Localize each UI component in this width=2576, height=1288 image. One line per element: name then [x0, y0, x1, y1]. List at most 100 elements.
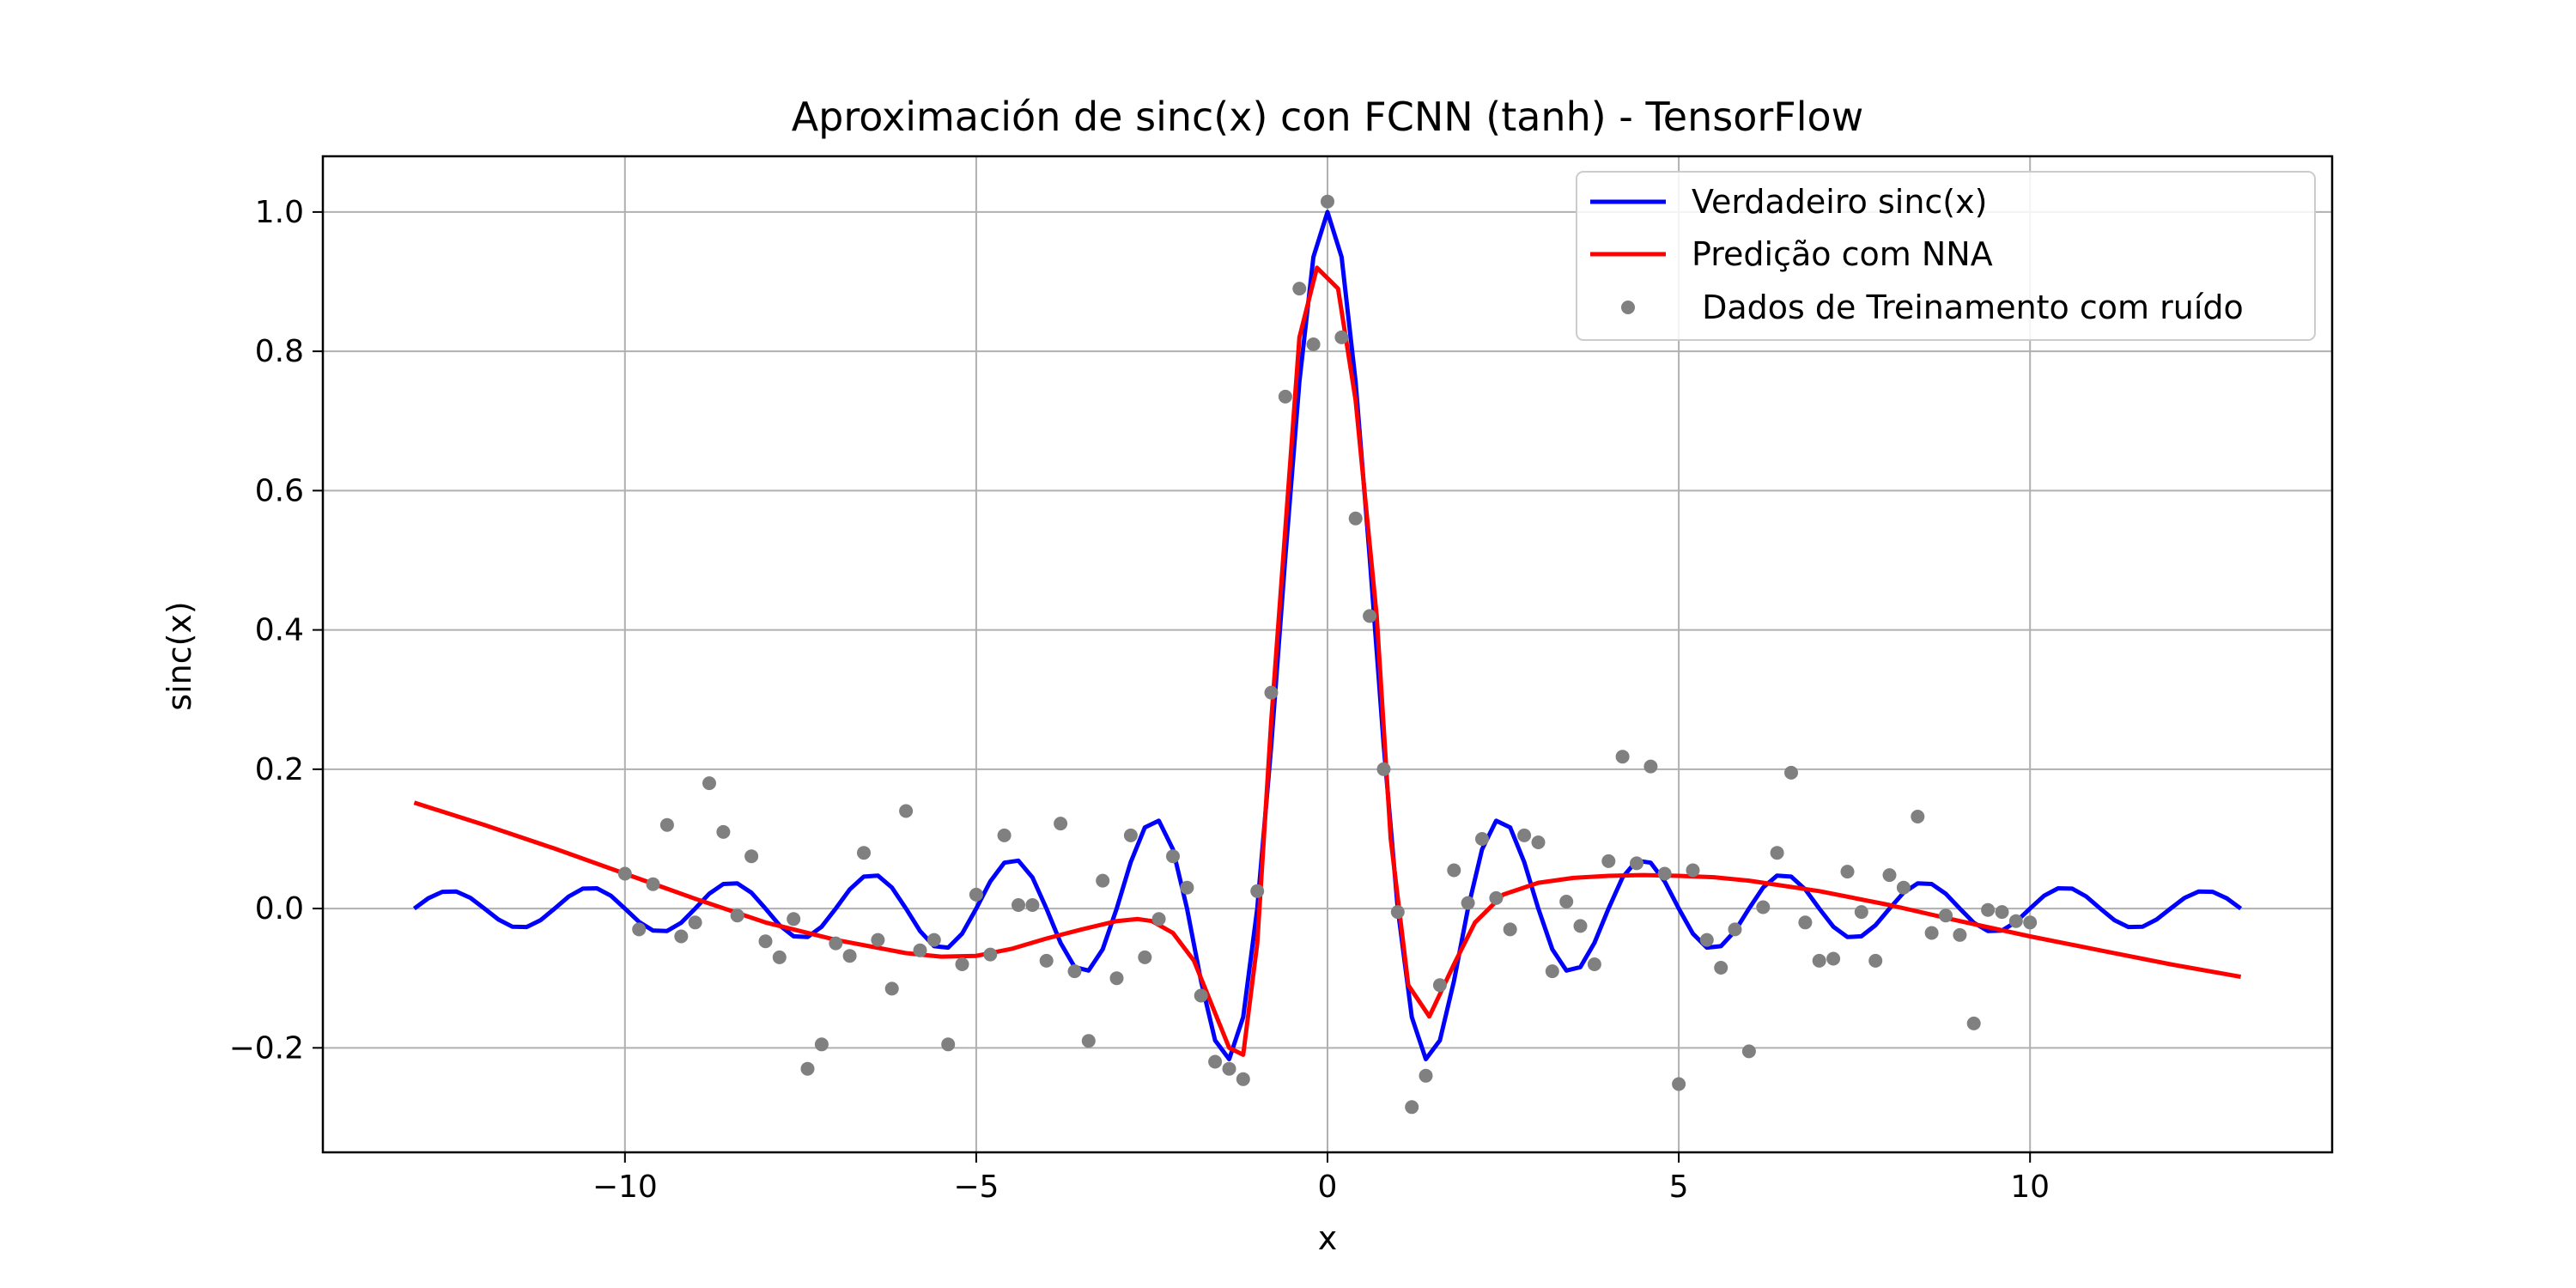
scatter-point: [899, 804, 914, 818]
scatter-point: [1039, 953, 1054, 968]
scatter-point: [1770, 846, 1784, 860]
scatter-point: [1840, 865, 1855, 879]
scatter-point: [1432, 978, 1447, 993]
scatter-point: [1911, 810, 1925, 823]
scatter-point: [632, 922, 647, 937]
scatter-point: [1096, 873, 1110, 888]
x-axis-label: x: [1318, 1219, 1338, 1257]
scatter-point: [1363, 609, 1377, 623]
scatter-point: [659, 817, 674, 832]
scatter-point: [1756, 900, 1771, 914]
scatter-point: [800, 1061, 815, 1076]
scatter-point: [997, 828, 1012, 842]
scatter-point: [1939, 908, 1953, 923]
y-tick-label: 0.0: [255, 891, 304, 927]
scatter-point: [1503, 922, 1517, 937]
scatter-point: [1953, 927, 1967, 942]
scatter-point: [1714, 961, 1728, 975]
scatter-point: [1405, 1100, 1419, 1115]
scatter-point: [857, 846, 871, 860]
scatter-point: [1672, 1077, 1686, 1091]
legend-label-true-sinc: Verdadeiro sinc(x): [1692, 183, 1987, 221]
scatter-point: [1826, 951, 1841, 966]
scatter-point: [1882, 868, 1897, 883]
scatter-point: [787, 912, 801, 927]
scatter-point: [1699, 933, 1714, 947]
scatter-point: [1194, 988, 1208, 1003]
scatter-point: [1630, 856, 1643, 871]
scatter-point: [1321, 194, 1334, 209]
scatter-point: [1222, 1061, 1236, 1076]
chart-title: Aproximación de sinc(x) con FCNN (tanh) …: [792, 94, 1864, 140]
scatter-point: [1180, 880, 1194, 895]
x-tick-label: −5: [953, 1170, 999, 1205]
scatter-point: [1981, 902, 1996, 917]
scatter-point: [1376, 762, 1391, 776]
y-tick-label: −0.2: [229, 1030, 304, 1066]
legend-swatch-training-data: [1621, 301, 1635, 314]
scatter-point: [1025, 898, 1040, 912]
scatter-point: [758, 934, 773, 949]
scatter-point: [1138, 950, 1152, 964]
scatter-point: [969, 887, 983, 902]
scatter-point: [730, 908, 744, 923]
x-tick-label: 10: [2010, 1170, 2050, 1205]
y-tick-label: 1.0: [255, 195, 304, 230]
scatter-point: [2008, 914, 2023, 928]
scatter-point: [1601, 854, 1616, 868]
scatter-point: [1292, 282, 1307, 296]
scatter-point: [617, 866, 632, 881]
y-tick-label: 0.6: [255, 473, 304, 508]
scatter-point: [1995, 905, 2009, 920]
scatter-point: [1854, 905, 1868, 920]
scatter-point: [674, 929, 689, 944]
scatter-point: [1054, 817, 1068, 831]
scatter-point: [1461, 896, 1475, 910]
scatter-point: [772, 950, 787, 964]
scatter-point: [829, 936, 843, 951]
legend-label-training-data: Dados de Treinamento com ruído: [1692, 289, 2244, 326]
scatter-point: [1250, 884, 1265, 898]
series-line-prediction: [413, 265, 2242, 1057]
scatter-point: [1334, 330, 1349, 344]
scatter-point: [927, 933, 941, 947]
scatter-point: [1447, 863, 1461, 878]
scatter-point: [1348, 511, 1363, 526]
scatter-point: [1728, 922, 1742, 937]
scatter-point: [1784, 765, 1798, 780]
scatter-point: [1812, 953, 1826, 968]
scatter-point: [1475, 832, 1489, 846]
scatter-point: [1657, 866, 1672, 881]
scatter-point: [913, 943, 927, 957]
scatter-point: [871, 933, 885, 947]
scatter-point: [1012, 898, 1025, 912]
scatter-point: [842, 949, 857, 963]
legend-box: [1576, 171, 2316, 341]
legend: Verdadeiro sinc(x) Predição com NNA Dado…: [1576, 171, 2316, 341]
scatter-point: [1559, 895, 1574, 908]
scatter-point: [1278, 389, 1292, 404]
y-tick-label: 0.2: [255, 752, 304, 787]
scatter-point: [941, 1037, 956, 1052]
scatter-point: [1686, 863, 1700, 878]
axis-ticks: −10 −5 0 5 10 −0.2 0.0 0.2 0.4 0.6 0.8 1.0: [229, 195, 2050, 1205]
scatter-point: [1587, 957, 1601, 971]
scatter-point: [983, 947, 998, 962]
scatter-point: [955, 957, 969, 971]
scatter-point: [1545, 964, 1559, 979]
scatter-point: [1868, 953, 1883, 968]
scatter-point: [1390, 905, 1405, 920]
x-tick-label: 0: [1318, 1170, 1338, 1205]
scatter-point: [1123, 828, 1138, 842]
scatter-point: [2023, 915, 2038, 930]
scatter-point: [1151, 912, 1166, 927]
scatter-point: [1489, 890, 1504, 905]
scatter-point: [1741, 1044, 1756, 1059]
x-tick-label: 5: [1669, 1170, 1689, 1205]
series-line-true-sinc: [412, 210, 2243, 1061]
plot-series: [412, 194, 2243, 1115]
scatter-point: [1067, 964, 1082, 979]
scatter-point: [1798, 915, 1813, 930]
scatter-point: [1643, 759, 1658, 774]
scatter-point: [646, 877, 660, 891]
